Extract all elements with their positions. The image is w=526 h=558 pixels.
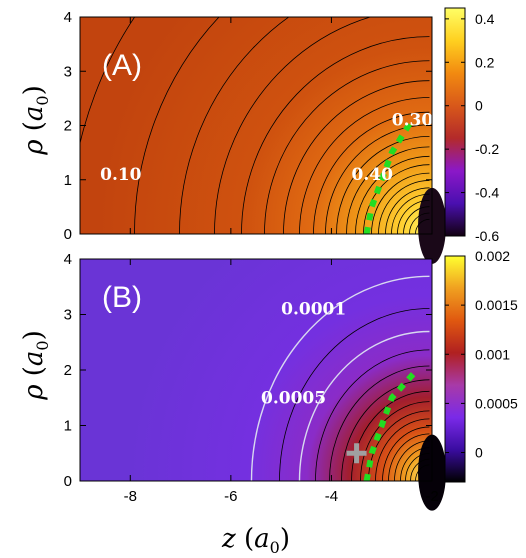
contour-line <box>400 447 430 481</box>
y-tick-label: 2 <box>64 362 72 379</box>
y-axis-unit-subscript-b: 0 <box>33 340 52 350</box>
plus-marker-b <box>346 443 367 464</box>
contour-line <box>394 440 430 481</box>
colorbar-tick-label: 0 <box>475 98 483 114</box>
contour-line <box>341 379 430 481</box>
y-axis-symbol-a: ρ <box>19 139 49 156</box>
colorbar-tick-label: 0.4 <box>475 11 495 27</box>
colorbar-tick-label: -0.2 <box>475 141 499 157</box>
colorbar-gradient <box>444 7 466 237</box>
y-tick-label: 3 <box>64 63 72 80</box>
y-tick-label: 3 <box>64 307 72 324</box>
green-dashed-curve-b <box>363 367 420 482</box>
contour-line <box>382 426 430 481</box>
y-tick-label: 0 <box>64 473 72 490</box>
contour-line <box>298 330 430 481</box>
contour-line <box>299 97 430 234</box>
colorbar-tick-label: 0 <box>475 445 483 461</box>
contour-line <box>346 146 430 234</box>
y-axis-unit-a: a <box>19 106 49 122</box>
green-dashed-line <box>363 118 415 235</box>
contour-line <box>403 206 430 234</box>
y-ticks-a: 0 1 2 3 4 <box>64 9 433 243</box>
colorbar-a: 0.4 0.2 0 -0.2 -0.4 -0.6 <box>444 7 499 244</box>
y-axis-unit-subscript-a: 0 <box>33 95 52 105</box>
contour-line <box>385 187 430 234</box>
contour-line <box>315 349 430 481</box>
heatmap-b-background <box>80 259 432 481</box>
colorbar-tick-label: -0.6 <box>475 228 499 244</box>
contour-line <box>134 17 220 234</box>
y-tick-label: 1 <box>64 172 72 189</box>
y-ticks-b: 0 1 2 3 4 <box>64 251 432 490</box>
svg-text:ρ (a0): ρ (a0) <box>19 85 52 156</box>
x-tick-label: -2 <box>425 488 438 505</box>
colorbar-gradient <box>444 255 466 483</box>
x-axis-title: z (a0) <box>221 524 290 557</box>
contour-line <box>329 365 430 481</box>
contour-line <box>250 275 430 481</box>
x-tick-label: -4 <box>325 488 338 505</box>
contour-line <box>410 458 430 481</box>
x-tick-label: -8 <box>124 488 137 505</box>
contour-line <box>415 218 430 234</box>
x-axis-symbol: z <box>221 524 236 554</box>
panel-label-b: (B) <box>102 281 142 314</box>
contour-line <box>279 308 430 481</box>
contour-line <box>351 390 430 481</box>
svg-text:ρ (a0): ρ (a0) <box>19 330 52 401</box>
x-axis-unit: a <box>254 524 270 554</box>
colorbar-tick-label: 0.001 <box>475 346 510 362</box>
contour-line <box>355 155 430 234</box>
contour-label-a-0: 0.10 <box>100 165 142 185</box>
y-axis-unit-b: a <box>19 351 49 367</box>
y-axis-symbol-b: ρ <box>19 384 49 401</box>
contour-line <box>391 193 430 234</box>
colorbar-tick-label: -0.4 <box>475 185 499 201</box>
y-tick-label: 2 <box>64 118 72 135</box>
contour-label-a-2: 0.40 <box>352 165 394 185</box>
green-dashed-curve-a <box>363 118 415 235</box>
contour-line <box>415 464 430 481</box>
contour-label-b-0: 0.0001 <box>281 300 346 320</box>
contour-label-a-1: 0.30 <box>392 111 434 131</box>
contour-line <box>409 212 430 234</box>
contour-line <box>397 200 430 234</box>
colorbar-tick-label: 0.0005 <box>475 395 518 411</box>
colorbar-tick-label: 0.002 <box>475 248 510 264</box>
contour-line <box>283 80 430 234</box>
x-ticks-b: -8 -6 -4 -2 <box>124 259 439 505</box>
panel-label-a: (A) <box>102 49 142 82</box>
colorbar-tick-label: 0.2 <box>475 54 495 70</box>
y-tick-label: 0 <box>64 226 72 243</box>
contour-line <box>371 172 430 234</box>
x-axis-unit-subscript: 0 <box>270 538 280 557</box>
contour-line <box>378 180 430 234</box>
contour-line <box>336 135 430 234</box>
x-tick-label: -6 <box>224 488 237 505</box>
colorbar-b: 0.002 0.0015 0.001 0.0005 0 <box>444 248 518 483</box>
contour-line <box>363 164 430 234</box>
y-axis-title-a: ρ (a0) <box>19 85 52 156</box>
panel-a: (A) 0.10 0.30 0.40 0 1 2 3 4 0.4 0.2 0 -0.2 -0.4… <box>64 7 499 264</box>
y-axis-title-b: ρ (a0) <box>19 330 52 401</box>
y-tick-label: 4 <box>64 9 72 26</box>
contour-line <box>214 17 372 234</box>
contour-line <box>264 60 430 234</box>
contour-line <box>179 17 290 234</box>
y-tick-label: 4 <box>64 251 72 268</box>
contour-line <box>313 111 430 234</box>
contour-label-b-1: 0.0005 <box>261 388 326 408</box>
y-tick-label: 1 <box>64 418 72 435</box>
green-dashed-line <box>363 367 420 482</box>
contour-line <box>405 453 430 481</box>
contour-line <box>241 36 430 234</box>
contour-line <box>388 433 430 481</box>
contour-line <box>375 418 430 481</box>
colorbar-tick-label: 0.0015 <box>475 297 518 313</box>
